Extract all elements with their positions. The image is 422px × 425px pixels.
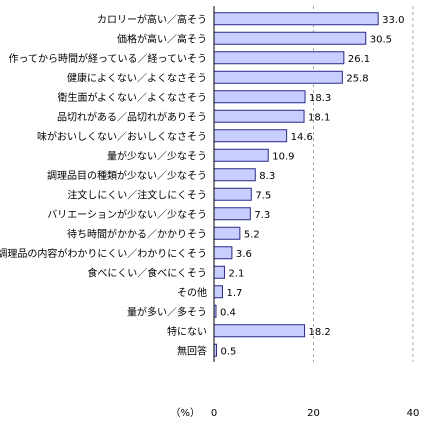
category-label: バリエーションが少ない／少なそう: [47, 208, 207, 221]
category-label: 味がおいしくない／おいしくなさそう: [37, 130, 207, 143]
bar: [213, 109, 305, 123]
category-label: 衛生面がよくない／よくなさそう: [58, 91, 208, 104]
category-label: 量が少ない／少なそう: [107, 149, 207, 162]
category-label: カロリーが高い／高そう: [97, 13, 207, 26]
bar: [213, 148, 269, 162]
bar: [213, 285, 223, 299]
value-label: 1.7: [226, 288, 242, 299]
category-label: 特にない: [167, 326, 207, 338]
value-label: 18.2: [309, 327, 331, 338]
x-tick-label: 0: [211, 408, 217, 419]
bar: [213, 265, 225, 279]
category-label: 調理品目の種類が少ない／少なそう: [47, 169, 207, 182]
category-label: 量が多い／多そう: [127, 305, 207, 318]
bar: [213, 226, 241, 240]
bar: [213, 51, 345, 65]
value-label: 7.3: [254, 210, 270, 221]
category-label: 作ってから時間が経っている／経っていそう: [9, 52, 208, 65]
category-label: 食べにくい／食べにくそう: [87, 266, 207, 279]
bar: [213, 168, 256, 182]
category-label: 品切れがある／品切れがありそう: [57, 110, 207, 123]
value-label: 8.3: [259, 171, 275, 182]
value-label: 3.6: [236, 249, 252, 260]
value-label: 2.1: [228, 268, 244, 279]
unit-label: （%）: [170, 407, 200, 419]
value-label: 33.0: [382, 15, 404, 26]
value-label: 5.2: [244, 229, 260, 240]
category-labels: カロリーが高い／高そう価格が高い／高そう作ってから時間が経っている／経っていそう…: [0, 13, 207, 358]
bar: [213, 207, 251, 221]
bar: [213, 187, 252, 201]
value-label: 26.1: [348, 54, 370, 65]
x-tick-label: 20: [307, 408, 320, 419]
category-label: 調理品の内容がわかりにくい／わかりにくそう: [0, 247, 207, 260]
bars: [213, 12, 379, 357]
bar: [213, 324, 306, 338]
value-label: 25.8: [346, 73, 368, 84]
x-tick-label: 40: [407, 408, 420, 419]
category-label: 健康によくない／よくなさそう: [67, 71, 207, 84]
gridlines: [313, 6, 414, 362]
x-tick-labels: 0 20 40: [211, 408, 420, 419]
bar: [213, 246, 233, 260]
value-labels: 33.0 30.526.1 25.8 18.3 18.1 14.6 10.9 8.3 7.5 7.…: [220, 15, 404, 358]
value-label: 30.5: [370, 34, 392, 45]
value-label: 18.1: [308, 112, 330, 123]
value-label: 7.5: [255, 190, 271, 201]
category-label: 待ち時間がかかる／かかりそう: [67, 227, 207, 240]
category-label: その他: [177, 286, 207, 299]
category-label: 価格が高い／高そう: [117, 32, 207, 45]
bar: [213, 90, 306, 104]
bar: [213, 12, 379, 26]
bar: [213, 129, 288, 143]
value-label: 10.9: [272, 151, 294, 162]
value-label: 14.6: [291, 132, 313, 143]
value-label: 0.5: [220, 346, 236, 357]
value-label: 0.4: [220, 307, 236, 318]
value-label: 18.3: [309, 93, 331, 104]
bar: [213, 31, 367, 45]
bar: [213, 70, 343, 84]
category-label: 注文しにくい／注文しにくそう: [67, 188, 207, 201]
category-label: 無回答: [177, 344, 207, 357]
